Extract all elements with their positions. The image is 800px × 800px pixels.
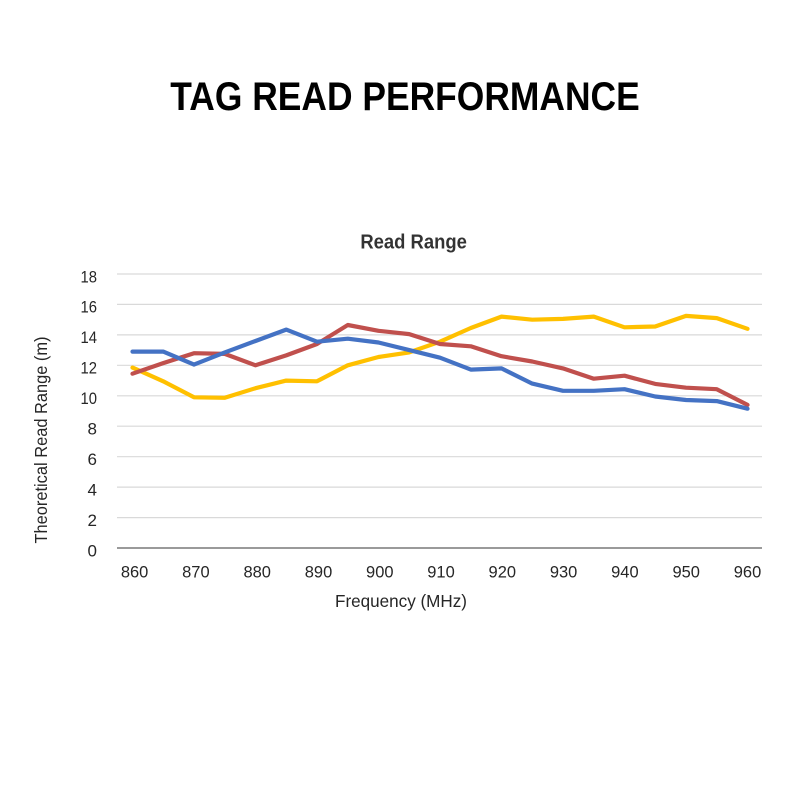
svg-text:Frequency (MHz): Frequency (MHz) [335, 591, 467, 611]
svg-text:14: 14 [81, 328, 98, 347]
svg-text:930: 930 [550, 563, 578, 582]
svg-text:12: 12 [81, 359, 98, 378]
svg-text:950: 950 [672, 563, 700, 582]
svg-text:860: 860 [121, 563, 149, 582]
svg-text:0: 0 [88, 541, 97, 560]
svg-text:16: 16 [81, 298, 98, 317]
svg-text:900: 900 [366, 563, 394, 582]
svg-text:Read Range: Read Range [360, 232, 467, 254]
svg-text:18: 18 [81, 267, 98, 286]
svg-text:10: 10 [81, 389, 98, 408]
svg-text:890: 890 [305, 563, 333, 582]
svg-text:Theoretical Read Range (m): Theoretical Read Range (m) [31, 337, 51, 544]
svg-text:4: 4 [88, 480, 97, 499]
svg-text:910: 910 [427, 563, 455, 582]
svg-text:2: 2 [88, 511, 97, 530]
svg-text:960: 960 [734, 563, 762, 582]
svg-text:940: 940 [611, 563, 639, 582]
svg-text:6: 6 [88, 450, 97, 469]
svg-text:870: 870 [182, 563, 210, 582]
svg-text:920: 920 [489, 563, 517, 582]
svg-text:880: 880 [243, 563, 271, 582]
svg-text:8: 8 [88, 420, 97, 439]
